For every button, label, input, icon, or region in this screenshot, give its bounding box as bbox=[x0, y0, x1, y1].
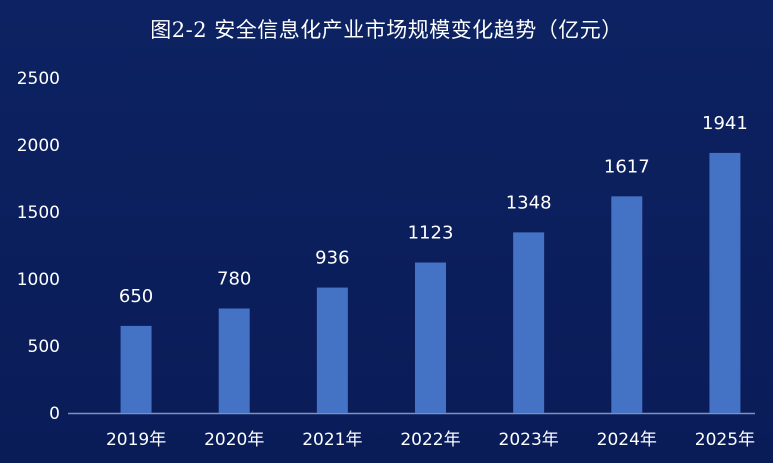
x-tick-label: 2020年 bbox=[204, 430, 264, 450]
y-tick-label: 1500 bbox=[17, 203, 60, 223]
data-label: 650 bbox=[119, 286, 153, 307]
y-axis: 0 500 1000 1500 2000 2500 bbox=[17, 69, 60, 424]
bar bbox=[709, 152, 741, 413]
y-tick-label: 1000 bbox=[17, 270, 60, 290]
bar bbox=[120, 325, 152, 413]
y-tick-label: 2500 bbox=[17, 69, 60, 89]
bar bbox=[316, 287, 348, 413]
x-tick-label: 2024年 bbox=[597, 430, 657, 450]
bar bbox=[611, 196, 643, 413]
data-label: 1617 bbox=[604, 156, 650, 177]
y-tick-label: 0 bbox=[49, 404, 60, 424]
chart-title: 图2-2 安全信息化产业市场规模变化趋势（亿元） bbox=[150, 18, 623, 42]
x-tick-label: 2023年 bbox=[499, 430, 559, 450]
x-axis: 2019年 2020年 2021年 2022年 2023年 2024年 2025年 bbox=[68, 412, 755, 450]
y-tick-label: 500 bbox=[28, 337, 60, 357]
data-label: 1348 bbox=[506, 192, 552, 213]
data-label: 780 bbox=[217, 268, 251, 289]
x-tick-label: 2022年 bbox=[400, 430, 460, 450]
bar bbox=[513, 232, 545, 413]
bar bbox=[415, 262, 446, 413]
x-tick-label: 2025年 bbox=[695, 430, 755, 450]
data-label: 1941 bbox=[702, 113, 748, 134]
bar-series bbox=[120, 152, 741, 413]
data-labels: 650 780 936 1123 1348 1617 1941 bbox=[119, 113, 748, 307]
data-label: 936 bbox=[315, 248, 349, 269]
bar bbox=[218, 308, 250, 413]
y-tick-label: 2000 bbox=[17, 136, 60, 156]
x-tick-label: 2019年 bbox=[106, 430, 166, 450]
data-label: 1123 bbox=[408, 223, 454, 244]
x-tick-label: 2021年 bbox=[302, 430, 362, 450]
